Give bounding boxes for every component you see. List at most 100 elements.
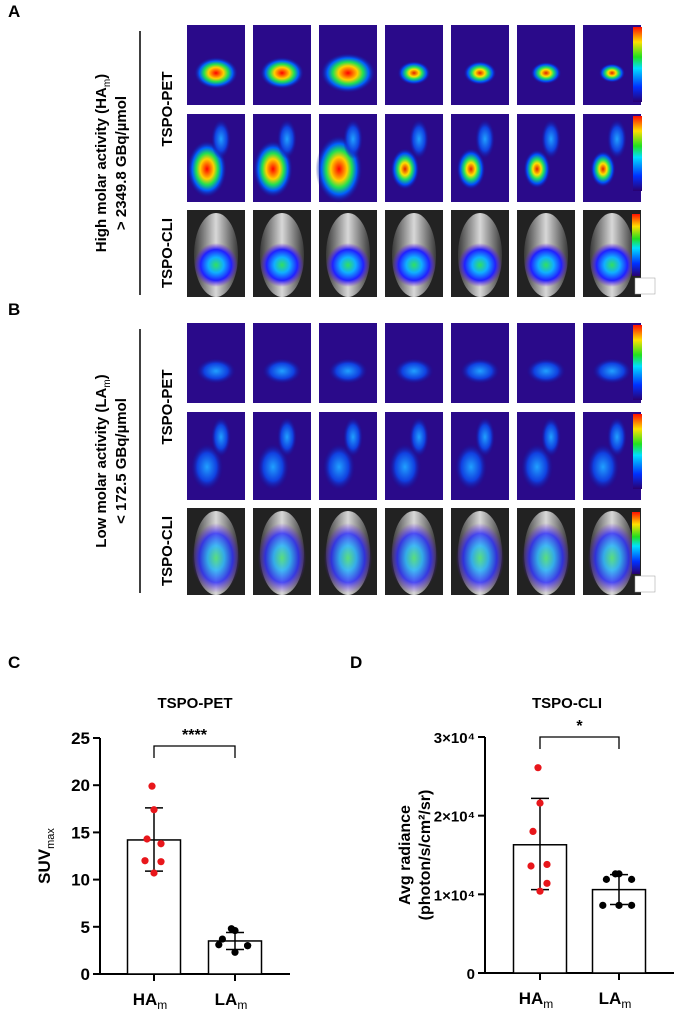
- x-tick-label: HAm: [519, 989, 554, 1011]
- cli-signal: [258, 523, 306, 593]
- row-label-cli: TSPO-CLI: [159, 218, 176, 288]
- chart-title: TSPO-PET: [157, 695, 232, 712]
- data-point: [602, 875, 611, 883]
- group-title: Low molar activity (LAm): [93, 374, 113, 547]
- cli-scale-legend: [634, 575, 656, 593]
- y-tick-label: 2×10⁴: [434, 809, 475, 826]
- data-point: [527, 862, 535, 870]
- pet-uptake-spot: [211, 119, 231, 159]
- chart-c: C TSPO-PET 0 5 10 15 20 25 SUVmax HAm LAm ****: [8, 653, 290, 1012]
- pet-colorbar: [633, 27, 642, 102]
- significance-bracket: [153, 745, 236, 758]
- cli-signal: [390, 523, 438, 593]
- y-tick-label: 0: [467, 966, 475, 983]
- pet-uptake-spot: [390, 148, 420, 190]
- panel-label: D: [350, 653, 362, 672]
- pet-uptake-spot: [394, 358, 434, 384]
- y-tick-label: 1×10⁴: [434, 887, 475, 904]
- pet-uptake-spot: [456, 148, 486, 190]
- y-tick-label: 5: [81, 918, 90, 937]
- cli-signal: [458, 243, 502, 287]
- data-point: [231, 926, 239, 935]
- cli-colorbar: [632, 214, 640, 276]
- y-tick-label: 0: [81, 965, 90, 984]
- panel-label: C: [8, 653, 20, 672]
- pet-uptake-spot: [530, 61, 562, 85]
- y-tick-label: 25: [71, 729, 90, 748]
- pet-uptake-spot: [592, 358, 632, 384]
- pet-uptake-spot: [277, 417, 297, 457]
- data-point: [599, 901, 607, 909]
- panel-a: A High molar activity (HAm)> 2349.8 GBq/µ…: [8, 2, 656, 297]
- pet-uptake-spot: [256, 443, 290, 491]
- cli-signal: [392, 243, 436, 287]
- x-tick-label: LAm: [215, 990, 248, 1012]
- cli-signal: [590, 243, 634, 287]
- pet-uptake-spot: [598, 63, 626, 83]
- cli-signal: [192, 523, 240, 593]
- pet-uptake-spot: [343, 417, 363, 457]
- pet-colorbar: [633, 325, 642, 400]
- cli-scale-legend: [634, 277, 656, 295]
- pet-uptake-spot: [526, 358, 566, 384]
- data-point: [543, 879, 551, 887]
- data-point: [218, 935, 226, 943]
- group-label: Low molar activity (LAm)< 172.5 GBq/µmol: [93, 374, 130, 547]
- data-point: [150, 869, 158, 877]
- panel-label: B: [8, 300, 20, 319]
- cli-signal: [456, 523, 504, 593]
- data-point: [534, 764, 542, 772]
- pet-colorbar: [633, 116, 642, 191]
- data-point: [543, 860, 551, 869]
- pet-uptake-spot: [475, 119, 495, 159]
- y-axis-label: Avg radiance: [397, 805, 414, 905]
- significance-marker: *: [576, 718, 583, 735]
- y-tick-label: 3×10⁴: [434, 730, 475, 747]
- pet-uptake-spot: [607, 417, 627, 457]
- pet-uptake-spot: [475, 417, 495, 457]
- cli-signal: [194, 243, 238, 287]
- pet-uptake-spot: [388, 443, 422, 491]
- data-point: [148, 782, 156, 790]
- pet-uptake-spot: [454, 443, 488, 491]
- y-tick-label: 15: [71, 823, 90, 842]
- x-tick-label: HAm: [133, 990, 168, 1012]
- cli-colorbar: [632, 512, 640, 574]
- row-label-pet: TSPO-PET: [159, 369, 176, 444]
- pet-uptake-spot: [322, 443, 356, 491]
- significance-marker: ****: [182, 727, 208, 744]
- pet-uptake-spot: [607, 119, 627, 159]
- pet-uptake-spot: [586, 443, 620, 491]
- row-label-cli: TSPO-CLI: [159, 516, 176, 586]
- pet-uptake-spot: [320, 53, 376, 93]
- pet-uptake-spot: [262, 358, 302, 384]
- pet-colorbar: [633, 414, 642, 489]
- cli-signal: [260, 243, 304, 287]
- data-point: [150, 806, 158, 814]
- pet-uptake-spot: [343, 119, 363, 159]
- data-point: [628, 875, 636, 883]
- cli-signal: [324, 523, 372, 593]
- data-point: [157, 858, 165, 866]
- y-tick-label: 20: [71, 776, 90, 795]
- group-value: < 172.5 GBq/µmol: [113, 398, 130, 524]
- pet-uptake-spot: [277, 119, 297, 159]
- pet-uptake-spot: [460, 358, 500, 384]
- data-point: [536, 799, 544, 807]
- chart-title: TSPO-CLI: [532, 695, 602, 712]
- y-axis-label-units: (photon/s/cm²/sr): [417, 790, 434, 921]
- pet-uptake-spot: [409, 417, 429, 457]
- data-point: [143, 835, 151, 843]
- pet-uptake-spot: [260, 57, 304, 89]
- pet-uptake-spot: [541, 119, 561, 159]
- data-point: [536, 887, 544, 895]
- data-point: [244, 942, 252, 950]
- cli-signal: [326, 243, 370, 287]
- data-point: [157, 840, 165, 848]
- panel-b: B Low molar activity (LAm)< 172.5 GBq/µmo…: [8, 300, 656, 595]
- y-axis-label: SUVmax: [35, 828, 57, 884]
- pet-uptake-spot: [397, 61, 431, 85]
- pet-uptake-spot: [523, 149, 551, 189]
